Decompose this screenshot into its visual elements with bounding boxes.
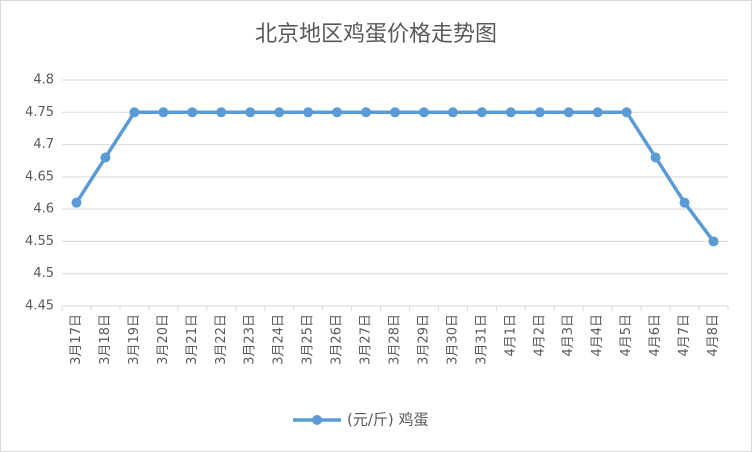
point — [650, 152, 661, 163]
y-tick-label: 4.8 — [33, 73, 54, 88]
point — [100, 152, 111, 163]
point — [129, 107, 140, 118]
point — [534, 107, 545, 118]
x-tick-label: 3月19日 — [127, 314, 142, 365]
x-tick-label: 3月20日 — [156, 314, 171, 365]
point — [303, 107, 314, 118]
x-tick-label: 3月24日 — [272, 314, 287, 365]
point — [245, 107, 256, 118]
point — [447, 107, 458, 118]
point — [679, 197, 690, 208]
point — [390, 107, 400, 118]
x-tick-label: 4月5日 — [619, 314, 634, 357]
point — [216, 107, 227, 118]
y-tick-label: 4.6 — [33, 202, 54, 217]
point — [621, 107, 632, 118]
point — [274, 107, 285, 118]
point — [332, 107, 343, 118]
point — [158, 107, 169, 118]
point — [418, 107, 429, 118]
legend-marker — [312, 415, 322, 425]
x-tick-label: 4月3日 — [561, 314, 576, 357]
y-tick-label: 4.7 — [33, 137, 54, 152]
y-tick-label: 4.55 — [25, 234, 54, 249]
point — [708, 236, 719, 247]
x-tick-label: 3月29日 — [416, 314, 431, 365]
x-tick-label: 3月21日 — [185, 314, 200, 365]
point — [71, 197, 82, 208]
x-tick-label: 3月17日 — [69, 314, 84, 365]
chart-title: 北京地区鸡蛋价格走势图 — [255, 22, 497, 47]
point — [592, 107, 603, 118]
point — [476, 107, 487, 118]
x-tick-label: 3月23日 — [243, 314, 258, 365]
x-tick-label: 4月4日 — [590, 314, 605, 357]
x-tick-label: 4月7日 — [677, 314, 692, 357]
x-tick-label: 3月18日 — [98, 314, 113, 365]
legend-label: (元/斤) 鸡蛋 — [347, 411, 429, 429]
x-tick-label: 4月1日 — [503, 314, 518, 357]
x-tick-label: 3月30日 — [445, 314, 460, 365]
y-tick-label: 4.5 — [33, 266, 54, 281]
point — [563, 107, 574, 118]
x-tick-label: 3月22日 — [214, 314, 229, 365]
y-tick-label: 4.45 — [25, 299, 54, 314]
x-tick-label: 3月27日 — [359, 314, 374, 365]
x-tick-label: 4月8日 — [706, 314, 721, 357]
point — [187, 107, 198, 118]
x-tick-label: 4月2日 — [532, 314, 547, 357]
x-tick-label: 4月6日 — [648, 314, 663, 357]
point — [361, 107, 372, 118]
x-tick-label: 3月26日 — [330, 314, 345, 365]
x-tick-label: 3月25日 — [301, 314, 316, 365]
x-tick-label: 3月28日 — [388, 314, 403, 365]
point — [505, 107, 516, 118]
y-tick-label: 4.65 — [25, 169, 54, 184]
y-tick-label: 4.75 — [25, 105, 54, 120]
x-tick-label: 3月31日 — [474, 314, 489, 365]
